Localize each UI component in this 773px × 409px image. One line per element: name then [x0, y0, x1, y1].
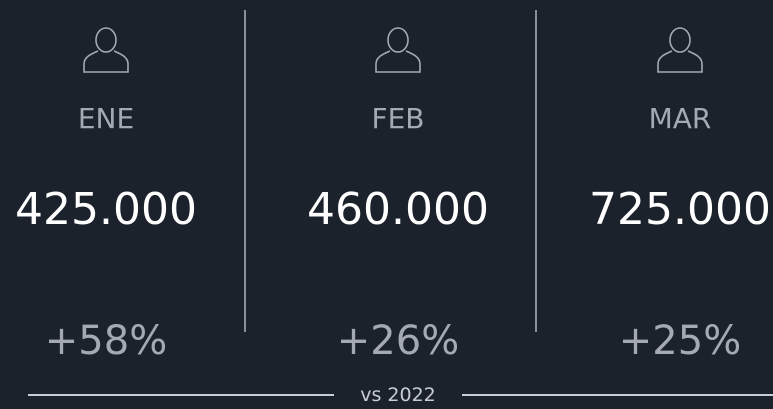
user-icon: [83, 27, 129, 73]
footer-rule: [462, 394, 773, 396]
kpi-change: +58%: [44, 318, 168, 364]
footer-label: vs 2022: [360, 384, 436, 406]
kpi-value: 725.000: [589, 184, 771, 235]
user-icon: [375, 27, 421, 73]
kpi-change: +26%: [336, 318, 460, 364]
footer-rule: [28, 394, 334, 396]
kpi-card: FEB 460.000 +26%: [268, 0, 528, 409]
kpi-card: MAR 725.000 +25%: [550, 0, 773, 409]
month-label: FEB: [371, 102, 425, 135]
kpi-change: +25%: [618, 318, 742, 364]
kpi-card: ENE 425.000 +58%: [0, 0, 236, 409]
user-icon: [657, 27, 703, 73]
divider: [535, 10, 537, 332]
kpi-value: 425.000: [15, 184, 197, 235]
divider: [244, 10, 246, 332]
kpi-value: 460.000: [307, 184, 489, 235]
month-label: ENE: [77, 102, 135, 135]
month-label: MAR: [648, 102, 712, 135]
